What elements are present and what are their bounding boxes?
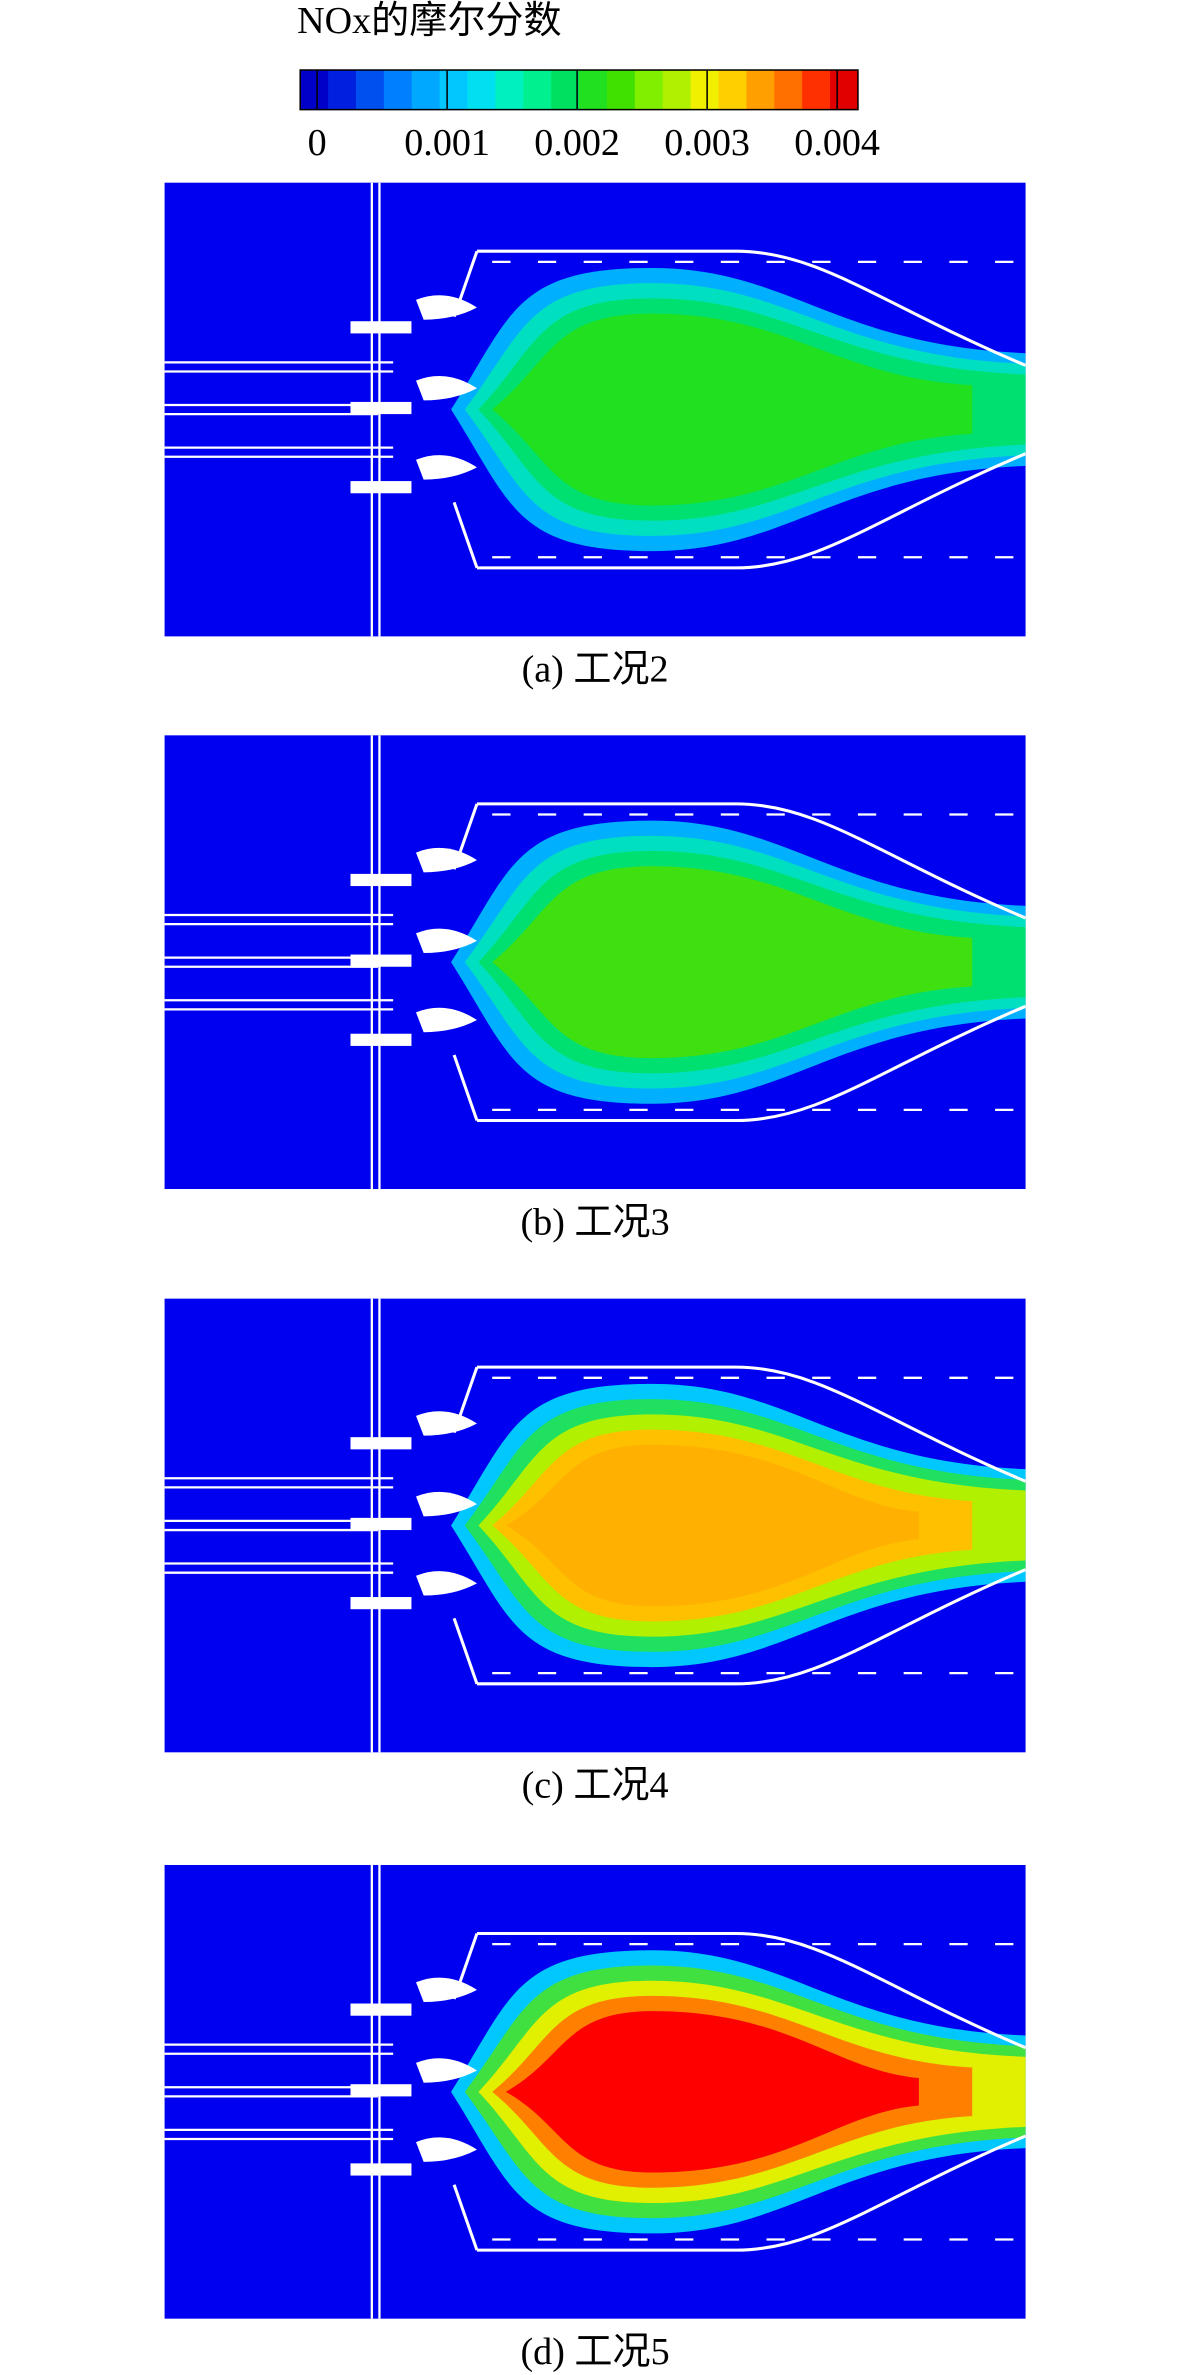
swirler-vane <box>416 375 477 401</box>
contour-band <box>505 2011 919 2173</box>
swirler <box>350 2084 412 2097</box>
colorbar-band <box>495 70 524 110</box>
contour-band <box>492 866 973 1059</box>
colorbar-band <box>551 70 580 110</box>
colorbar-band <box>439 70 468 110</box>
swirler <box>350 954 412 967</box>
liner-holes <box>492 1943 1072 2241</box>
panel-caption: (a) 工况2 <box>522 649 669 691</box>
colorbar-band <box>328 70 357 110</box>
colorbar-frame <box>299 69 859 111</box>
combustor-liner <box>452 802 1027 1123</box>
panel-caption: (b) 工况3 <box>521 1201 670 1243</box>
colorbar-band <box>355 70 385 110</box>
panel-caption: (c) 工况4 <box>522 1765 669 1807</box>
colorbar-band <box>774 70 803 110</box>
colorbar-band <box>606 70 636 110</box>
colorbar-tick-label: 0.002 <box>534 122 620 164</box>
swirler-vane <box>416 928 477 954</box>
swirler-vane <box>416 1977 477 2003</box>
contour-panel: (b) 工况3 <box>164 735 1072 1243</box>
colorbar-band <box>383 70 413 110</box>
inlet-tubes <box>164 913 394 1011</box>
swirler-vane <box>416 455 477 480</box>
colorbar-band <box>467 70 496 110</box>
swirler <box>350 481 412 494</box>
swirler-vane <box>416 1571 477 1596</box>
inlet-tubes <box>164 361 394 458</box>
colorbar-band <box>579 70 608 110</box>
swirler <box>350 321 412 334</box>
inlet-tubes <box>164 1477 394 1574</box>
colorbar-tick-label: 0.004 <box>794 122 880 164</box>
colorbar-tick-label: 0.001 <box>404 122 490 164</box>
swirler <box>350 1437 412 1450</box>
swirler <box>350 401 412 415</box>
swirler-vane <box>416 1491 477 1517</box>
colorbar-band <box>523 70 552 110</box>
swirler <box>350 1033 412 1046</box>
swirler-vane <box>416 1007 477 1033</box>
colorbar-band <box>746 70 775 110</box>
panel-caption: (d) 工况5 <box>521 2331 670 2373</box>
colorbar-band <box>802 70 831 110</box>
colorbar-band <box>830 70 859 110</box>
liner-holes <box>492 260 1072 559</box>
swirler-vane <box>416 2058 477 2083</box>
colorbar-band <box>662 70 692 110</box>
swirler <box>350 1517 412 1531</box>
combustor-liner <box>452 1931 1027 2252</box>
colorbar-band <box>300 70 329 110</box>
inlet-tubes <box>164 2043 394 2141</box>
swirler <box>350 1597 412 1610</box>
swirler-vane <box>416 847 477 873</box>
combustor-liner <box>452 1365 1027 1686</box>
liner-holes <box>492 813 1072 1111</box>
swirler <box>350 2163 412 2176</box>
swirler-vane <box>416 1411 477 1436</box>
colorbar-band <box>411 70 441 110</box>
contour-band <box>505 1444 919 1607</box>
colorbar-title: NOx的摩尔分数 <box>297 0 561 42</box>
contour-panel: (a) 工况2 <box>164 182 1072 691</box>
colorbar-band <box>690 70 719 110</box>
colorbar-tick-label: 0 <box>308 122 327 164</box>
swirler <box>350 873 412 887</box>
contour-panel: (d) 工况5 <box>164 1864 1072 2373</box>
colorbar-band <box>718 70 747 110</box>
contour-band <box>492 313 973 506</box>
contour-panel: (c) 工况4 <box>164 1298 1072 1807</box>
swirler-vane <box>416 295 477 320</box>
liner-holes <box>492 1376 1072 1675</box>
combustor-liner <box>452 249 1027 570</box>
colorbar-tick-label: 0.003 <box>664 122 750 164</box>
swirler-vane <box>416 2137 477 2162</box>
colorbar-band <box>634 70 664 110</box>
swirler <box>350 2003 412 2016</box>
